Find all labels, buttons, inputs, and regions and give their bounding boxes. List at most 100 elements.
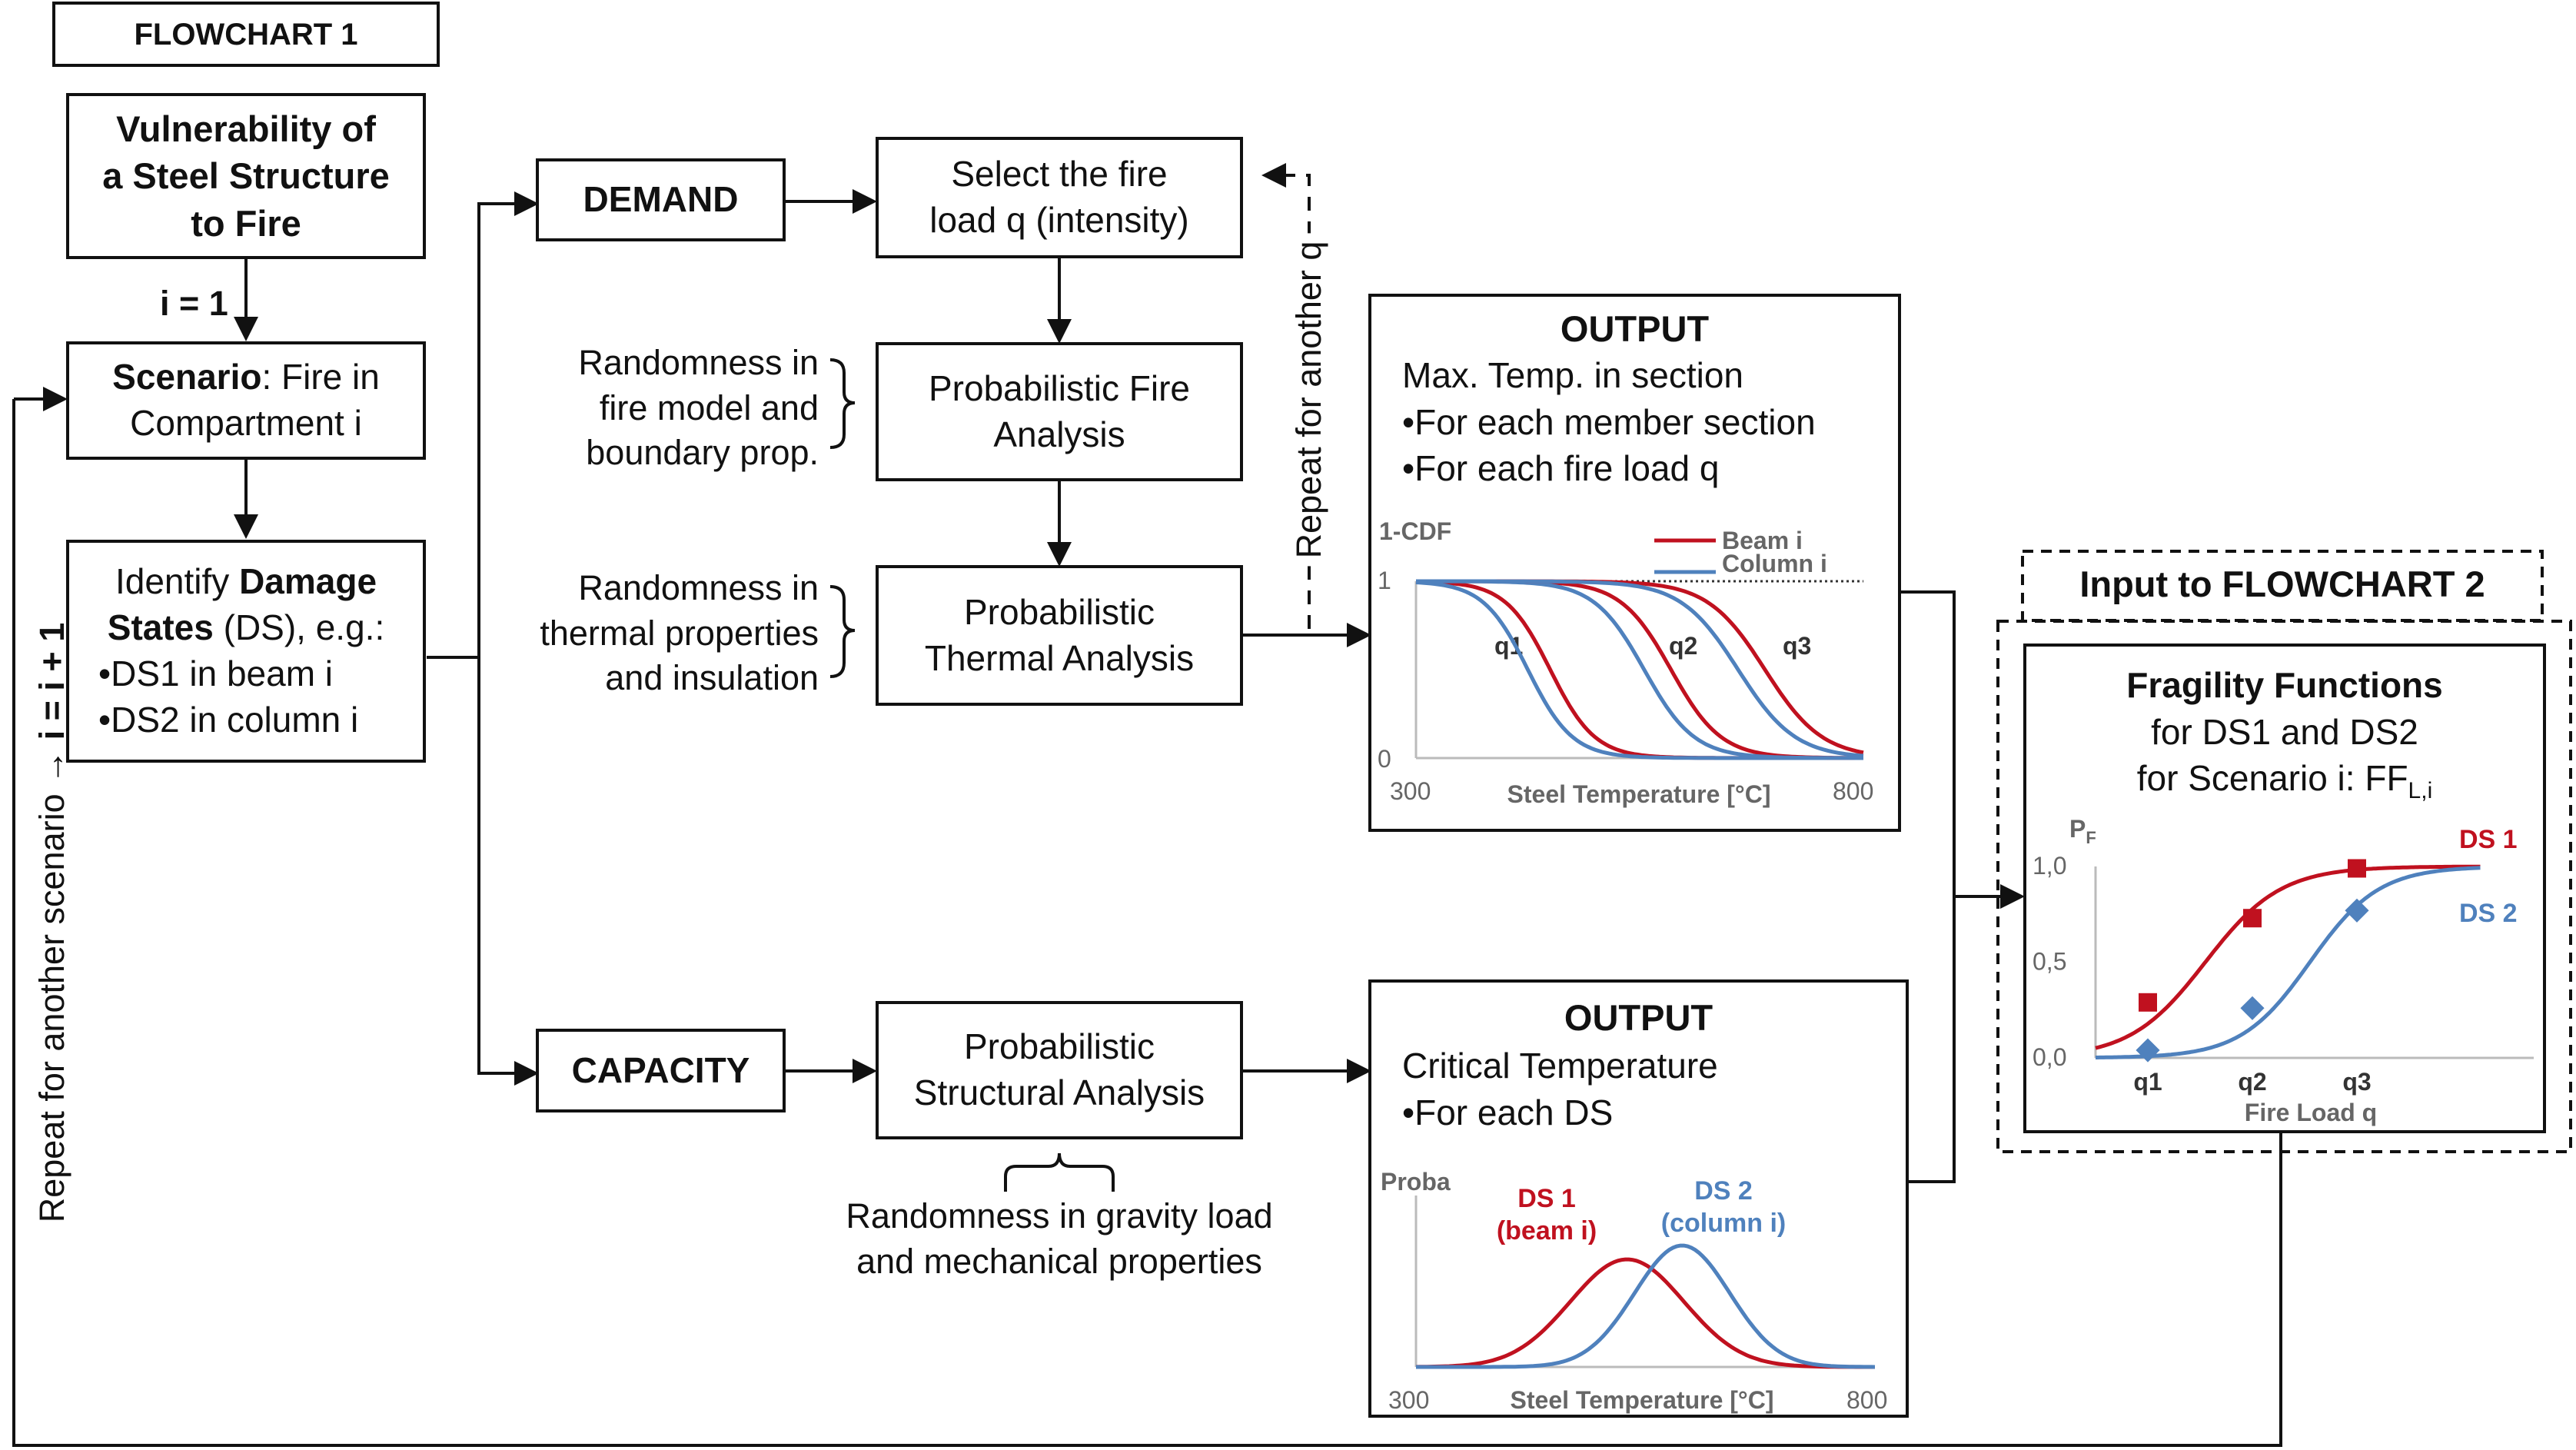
damage-bold: Damage	[239, 561, 377, 602]
select-fire-load-box: Select the fire load q (intensity)	[876, 137, 1243, 258]
fire-analysis-line2: Analysis	[993, 414, 1125, 454]
output1-line2: •For each member section	[1402, 401, 1816, 442]
frag-point-ds1-q3	[2348, 859, 2366, 878]
rand-gravity-line1: Randomness in gravity load	[846, 1196, 1273, 1235]
frag-ylabel-sub: F	[2086, 828, 2096, 847]
frag-point-ds1-q1	[2139, 993, 2157, 1012]
frag-xtick-q1: q1	[2133, 1068, 2162, 1096]
output2-line1: Critical Temperature	[1402, 1046, 1718, 1086]
output2-line2: •For each DS	[1402, 1092, 1614, 1132]
capacity-box: CAPACITY	[536, 1029, 786, 1112]
pdf-ds1-label2: (beam i)	[1497, 1216, 1597, 1245]
damage-item-ds1: •DS1 in beam i	[98, 653, 334, 693]
flowchart-title-text: FLOWCHART 1	[134, 17, 358, 52]
cdf-label-q3: q3	[1783, 632, 1811, 660]
repeat-scenario-text: Repeat for another scenario →	[32, 749, 71, 1223]
frag-ylabel: PF	[2069, 815, 2096, 847]
cdf-curve-q1-beam	[1415, 580, 1863, 760]
frag-ds2-label: DS 2	[2459, 899, 2518, 928]
frag-curves	[2095, 859, 2481, 1063]
structural-analysis-line1: Probabilistic	[964, 1026, 1155, 1067]
damage-line2: States (DS), e.g.:	[108, 605, 384, 651]
randomness-gravity-label: Randomness in gravity load and mechanica…	[790, 1194, 1328, 1284]
cdf-ytick-1: 1	[1378, 567, 1391, 594]
line-output1-merge	[1901, 590, 1956, 896]
rand-fire-line1: Randomness in	[578, 343, 819, 382]
frag-ytick-1: 0,5	[2033, 948, 2066, 976]
cdf-xlabel: Steel Temperature [°C]	[1507, 780, 1771, 808]
frag-curve-ds2	[2096, 866, 2481, 1059]
damage-item-ds2: •DS2 in column i	[98, 699, 359, 740]
damage-states-box: Identify Damage States (DS), e.g.: •DS1 …	[66, 540, 426, 763]
output1-title: OUTPUT	[1560, 308, 1710, 349]
rand-fire-line3: boundary prop.	[586, 433, 819, 472]
damage-ds-eg: (DS), e.g.:	[213, 607, 385, 648]
output2-box: OUTPUT Critical Temperature •For each DS…	[1368, 979, 1909, 1418]
rand-thermal-line3: and insulation	[605, 658, 819, 697]
randomness-fire-label: Randomness in fire model and boundary pr…	[578, 341, 819, 476]
randomness-thermal-label: Randomness in thermal properties and ins…	[540, 566, 819, 701]
critical-temp-chart: Proba 300 800 Steel Temperature [°C] DS …	[1381, 1168, 1887, 1414]
fragility-dashed-frame	[1996, 620, 2572, 1153]
output2-text: Critical Temperature •For each DS	[1402, 1043, 1718, 1136]
select-fire-line2: load q (intensity)	[929, 200, 1189, 240]
cdf-label-q2: q2	[1669, 632, 1697, 660]
damage-states-bold: States	[107, 607, 214, 648]
output1-box: OUTPUT Max. Temp. in section •For each m…	[1368, 294, 1901, 832]
scenario-line2: Compartment i	[130, 403, 362, 443]
fire-analysis-box: Probabilistic Fire Analysis	[876, 342, 1243, 481]
pdf-xlabel: Steel Temperature [°C]	[1511, 1386, 1774, 1414]
damage-identify: Identify	[115, 561, 230, 602]
flowchart-title: FLOWCHART 1	[52, 2, 440, 67]
cdf-chart: 1-CDF 1 0 300 800 Steel Temperature [°C]…	[1378, 517, 1873, 808]
pdf-curve-ds2	[1416, 1243, 1876, 1369]
demand-box: DEMAND	[536, 158, 786, 241]
frag-xtick-q3: q3	[2342, 1068, 2371, 1096]
legend-column-label: Column i	[1722, 550, 1827, 577]
scenario-line1: Scenario: Fire in	[112, 354, 380, 401]
pdf-xtick-max: 800	[1846, 1386, 1887, 1414]
pdf-ds1-label1: DS 1	[1517, 1184, 1576, 1213]
pdf-xtick-min: 300	[1388, 1386, 1429, 1414]
output1-line1: Max. Temp. in section	[1402, 355, 1744, 395]
frag-xtick-q2: q2	[2238, 1068, 2266, 1096]
line-output2-merge	[1909, 896, 1956, 1183]
fragility-text: Fragility Functions for DS1 and DS2 for …	[2026, 662, 2543, 806]
cdf-xtick-min: 300	[1390, 777, 1431, 805]
structural-analysis-line2: Structural Analysis	[913, 1073, 1205, 1112]
vulnerability-line3: to Fire	[191, 202, 301, 244]
fragility-chart: PF 1,0 0,5 0,0 q1 q2 q3 Fire Load q DS 1 DS …	[2033, 815, 2534, 1126]
brace-thermal	[829, 585, 856, 678]
scenario-bold: Scenario	[112, 357, 262, 397]
output1-line3: •For each fire load q	[1402, 448, 1720, 489]
output1-text: Max. Temp. in section •For each member s…	[1402, 352, 1816, 492]
pdf-curves	[1415, 1243, 1876, 1369]
frag-xlabel: Fire Load q	[2245, 1099, 2377, 1126]
brace-fire	[829, 358, 856, 449]
line-repeat-scenario	[12, 399, 2282, 1447]
scenario-box: Scenario: Fire in Compartment i	[66, 341, 426, 460]
structural-analysis-box: Probabilistic Structural Analysis	[876, 1001, 1243, 1139]
pdf-ylabel: Proba	[1381, 1168, 1451, 1196]
scenario-rest: : Fire in	[261, 357, 380, 397]
pdf-curve-ds1	[1415, 1257, 1875, 1369]
pdf-ds2-label1: DS 2	[1694, 1176, 1753, 1206]
fire-analysis-line1: Probabilistic Fire	[929, 367, 1190, 408]
thermal-analysis-line2: Thermal Analysis	[924, 637, 1195, 678]
repeat-q-text: Repeat for another q	[1289, 241, 1328, 559]
frag-ylabel-main: P	[2069, 815, 2086, 843]
frag-ytick-0: 1,0	[2033, 852, 2066, 880]
rand-thermal-line1: Randomness in	[578, 568, 819, 607]
cdf-curve-q2-beam	[1416, 579, 1863, 760]
cdf-xtick-max: 800	[1833, 777, 1873, 805]
cdf-curves	[1415, 579, 1864, 760]
vulnerability-box: Vulnerability of a Steel Structure to Fi…	[66, 93, 426, 259]
cdf-curve-q2-column	[1416, 579, 1863, 760]
cdf-curve-q1-column	[1415, 580, 1863, 760]
frag-ytick-2: 0,0	[2033, 1043, 2066, 1071]
rand-thermal-line2: thermal properties	[540, 613, 819, 653]
frag-point-ds2-q3	[2345, 898, 2369, 923]
fragility-subscript: L,i	[2408, 778, 2433, 804]
